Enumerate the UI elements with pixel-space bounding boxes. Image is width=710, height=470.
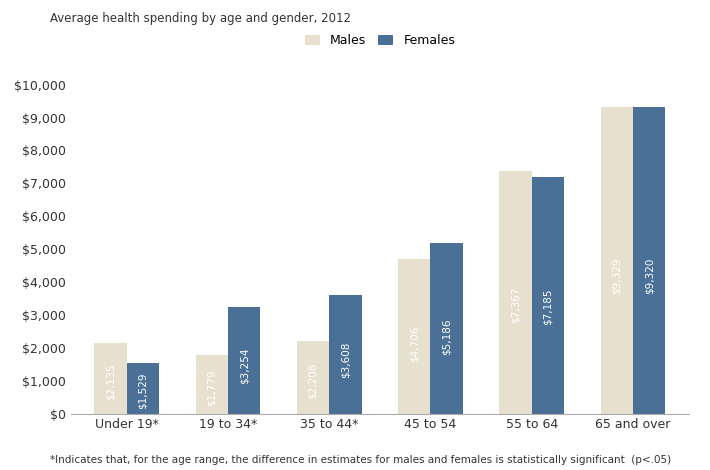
Bar: [601, 107, 633, 414]
Text: $7,367: $7,367: [510, 286, 520, 323]
Text: $7,185: $7,185: [543, 289, 553, 326]
Bar: [94, 344, 126, 414]
Bar: [532, 177, 564, 414]
Text: $5,186: $5,186: [442, 319, 452, 355]
Text: $9,320: $9,320: [644, 258, 654, 294]
Text: $2,208: $2,208: [308, 363, 318, 399]
Bar: [499, 171, 532, 414]
Bar: [430, 243, 463, 414]
Bar: [297, 341, 329, 414]
Bar: [329, 295, 361, 414]
Bar: [633, 107, 665, 414]
Text: $9,329: $9,329: [612, 257, 622, 294]
Bar: [398, 259, 430, 414]
Text: $1,529: $1,529: [138, 373, 148, 409]
Text: $3,608: $3,608: [340, 342, 351, 378]
Text: Average health spending by age and gender, 2012: Average health spending by age and gende…: [50, 12, 351, 25]
Bar: [126, 363, 159, 414]
Text: $1,779: $1,779: [207, 369, 217, 406]
Text: $2,135: $2,135: [106, 364, 116, 400]
Text: $3,254: $3,254: [239, 347, 249, 384]
Text: *Indicates that, for the age range, the difference in estimates for males and fe: *Indicates that, for the age range, the …: [50, 455, 671, 465]
Text: $4,706: $4,706: [409, 326, 420, 362]
Bar: [195, 355, 228, 414]
Legend: Males, Females: Males, Females: [302, 31, 458, 50]
Bar: [228, 306, 261, 414]
